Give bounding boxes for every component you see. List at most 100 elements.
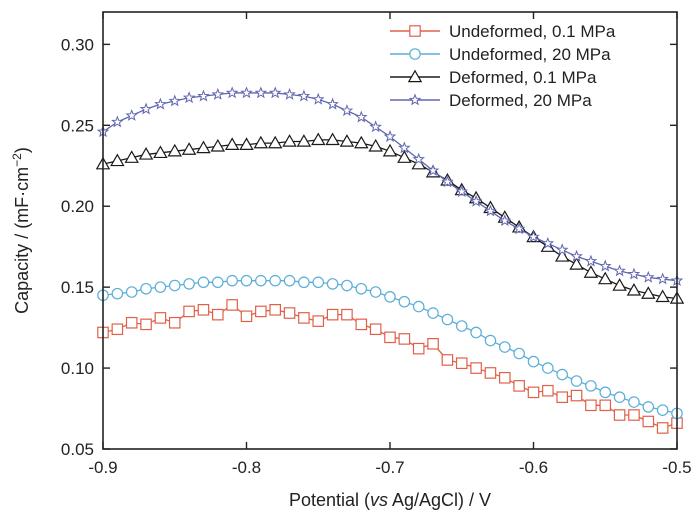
triangle-marker xyxy=(397,150,412,163)
square-marker xyxy=(140,318,152,331)
circle-marker xyxy=(470,326,482,339)
circle-marker xyxy=(513,347,525,360)
star-marker xyxy=(268,86,282,99)
x-tick-label: -0.6 xyxy=(519,458,548,477)
triangle-marker xyxy=(325,132,340,146)
legend-item: Deformed, 0.1 MPa xyxy=(390,68,597,87)
y-tick-label: 0.25 xyxy=(61,116,94,135)
star-marker xyxy=(441,175,454,188)
star-marker xyxy=(555,243,569,256)
square-marker xyxy=(412,342,425,355)
series-triangle xyxy=(95,132,685,304)
series-circle xyxy=(97,274,683,420)
plot-marks xyxy=(95,86,685,434)
circle-marker xyxy=(326,278,339,290)
circle-marker xyxy=(409,48,421,60)
circle-marker xyxy=(298,276,310,289)
square-marker xyxy=(427,337,439,350)
triangle-marker xyxy=(210,138,226,152)
circle-marker xyxy=(341,279,353,292)
square-marker xyxy=(154,312,167,324)
circle-marker xyxy=(197,276,210,289)
triangle-marker xyxy=(641,286,656,299)
x-axis-title: Potential (vs Ag/AgCl) / V xyxy=(289,490,491,510)
circle-marker xyxy=(240,274,253,287)
square-marker xyxy=(484,367,497,379)
series-square xyxy=(97,299,683,434)
square-marker xyxy=(255,305,267,318)
circle-marker xyxy=(613,391,626,404)
square-marker xyxy=(527,386,540,399)
circle-marker xyxy=(255,274,267,287)
circle-marker xyxy=(656,404,669,416)
star-marker xyxy=(369,120,382,133)
star-marker xyxy=(484,204,497,217)
square-marker xyxy=(441,354,454,366)
star-marker xyxy=(240,86,253,99)
square-marker xyxy=(355,318,368,331)
star-marker xyxy=(182,91,196,104)
star-marker xyxy=(225,86,239,99)
star-marker xyxy=(139,102,153,115)
circle-marker xyxy=(369,286,382,298)
star-marker xyxy=(297,89,311,102)
circle-marker xyxy=(484,334,497,347)
square-marker xyxy=(212,308,224,321)
triangle-marker xyxy=(583,265,599,278)
square-marker xyxy=(585,399,597,412)
legend-label: Deformed, 0.1 MPa xyxy=(449,68,597,87)
triangle-marker xyxy=(253,135,269,149)
square-marker xyxy=(111,323,124,336)
square-marker xyxy=(341,308,353,321)
star-marker xyxy=(584,254,598,267)
legend-item: Undeformed, 20 MPa xyxy=(390,45,611,64)
star-marker xyxy=(469,194,483,207)
star-marker xyxy=(512,222,526,235)
circle-marker xyxy=(642,401,655,413)
y-tick-label: 0.30 xyxy=(61,35,94,54)
star-marker xyxy=(598,259,612,272)
circle-marker xyxy=(570,375,583,387)
circle-marker xyxy=(212,276,224,289)
square-marker xyxy=(168,316,181,329)
circle-marker xyxy=(183,278,195,290)
circle-marker xyxy=(269,274,281,287)
circle-marker xyxy=(599,386,612,399)
circle-marker xyxy=(527,355,540,368)
triangle-marker xyxy=(138,147,154,160)
star-marker xyxy=(311,92,325,105)
star-marker xyxy=(627,267,641,280)
star-marker xyxy=(541,236,555,249)
circle-marker xyxy=(441,313,454,326)
star-marker xyxy=(211,87,225,100)
triangle-marker xyxy=(239,137,254,150)
x-tick-label: -0.9 xyxy=(88,458,117,477)
triangle-marker xyxy=(196,140,211,154)
triangle-marker xyxy=(339,134,355,147)
triangle-marker xyxy=(554,248,570,262)
triangle-marker xyxy=(598,271,613,285)
y-axis-title-main: Capacity / (mF·cm xyxy=(12,167,32,314)
square-marker xyxy=(513,380,525,392)
square-marker xyxy=(570,389,583,402)
square-marker xyxy=(298,312,310,324)
x-axis-title-end: Ag/AgCl) / V xyxy=(388,490,491,510)
star-marker xyxy=(254,86,268,99)
triangle-marker xyxy=(153,145,168,159)
circle-marker xyxy=(398,295,411,308)
series-star xyxy=(96,86,684,287)
square-marker xyxy=(656,422,669,434)
square-marker xyxy=(312,315,325,327)
square-marker xyxy=(455,357,468,370)
circle-marker xyxy=(585,380,597,392)
star-marker xyxy=(613,264,626,277)
circle-marker xyxy=(154,281,167,293)
square-marker xyxy=(125,316,138,329)
legend-item: Undeformed, 0.1 MPa xyxy=(390,22,616,41)
circle-marker xyxy=(226,274,238,287)
circle-marker xyxy=(412,300,425,313)
triangle-marker xyxy=(407,69,423,83)
circle-marker xyxy=(125,286,138,298)
y-tick-label: 0.10 xyxy=(61,359,94,378)
star-marker xyxy=(642,270,655,283)
